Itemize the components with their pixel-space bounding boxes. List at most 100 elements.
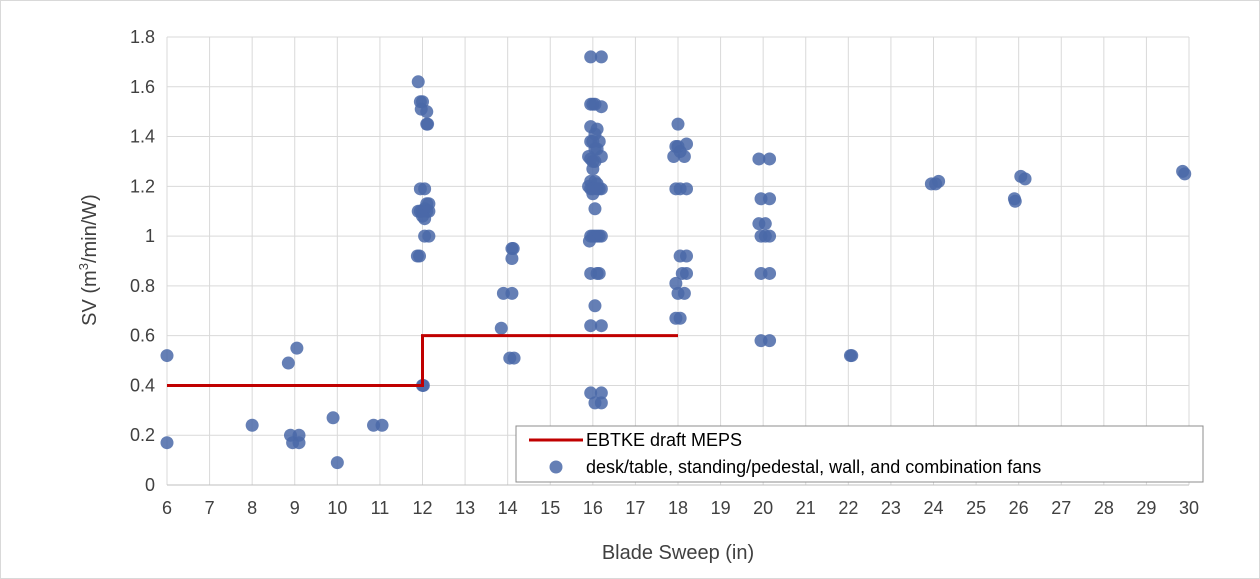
x-axis-title: Blade Sweep (in) xyxy=(602,542,754,564)
data-point xyxy=(281,356,295,370)
data-point xyxy=(594,319,608,333)
y-tick-label: 0.8 xyxy=(130,276,155,296)
y-tick-labels: 0 0.2 0.4 0.6 0.8 1 1.2 1.4 1.6 1.8 xyxy=(130,27,155,495)
data-point xyxy=(582,234,596,248)
data-point xyxy=(584,50,598,64)
x-tick-label: 18 xyxy=(668,498,688,518)
data-point xyxy=(326,411,340,425)
x-tick-label: 23 xyxy=(881,498,901,518)
legend: EBTKE draft MEPS desk/table, standing/pe… xyxy=(515,425,1204,483)
legend-marker-swatch xyxy=(549,460,563,474)
data-point xyxy=(669,276,683,290)
x-tick-label: 19 xyxy=(711,498,731,518)
x-tick-label: 10 xyxy=(327,498,347,518)
x-tick-label: 7 xyxy=(205,498,215,518)
x-tick-label: 12 xyxy=(412,498,432,518)
x-tick-labels: 6 7 8 9 10 11 12 13 14 15 16 17 18 19 20 21 22 23 24 25 26 27… xyxy=(162,498,1199,518)
data-point xyxy=(594,229,608,243)
data-point xyxy=(292,436,306,450)
data-point xyxy=(758,217,772,231)
data-point xyxy=(763,192,777,206)
x-tick-label: 16 xyxy=(583,498,603,518)
y-tick-label: 0.6 xyxy=(130,326,155,346)
y-axis-title: SV (m3/min/W) xyxy=(76,194,101,326)
x-tick-label: 11 xyxy=(371,498,390,518)
data-point xyxy=(584,319,598,333)
data-point xyxy=(667,149,681,163)
data-point xyxy=(588,299,602,313)
x-tick-label: 13 xyxy=(455,498,475,518)
data-point xyxy=(411,75,425,89)
legend-label-meps: EBTKE draft MEPS xyxy=(586,430,742,450)
x-tick-label: 17 xyxy=(625,498,645,518)
y-tick-label: 1.8 xyxy=(130,27,155,47)
x-tick-label: 9 xyxy=(290,498,300,518)
y-tick-label: 1.2 xyxy=(130,176,155,196)
data-point xyxy=(763,334,777,348)
data-point xyxy=(677,149,691,163)
data-point xyxy=(671,117,685,131)
legend-box xyxy=(515,425,1204,483)
x-tick-label: 25 xyxy=(966,498,986,518)
data-point xyxy=(330,456,344,470)
x-tick-label: 22 xyxy=(838,498,858,518)
legend-label-fans: desk/table, standing/pedestal, wall, and… xyxy=(586,457,1041,477)
data-point xyxy=(932,174,946,188)
data-point xyxy=(763,152,777,166)
data-point xyxy=(418,182,432,196)
y-tick-label: 1.4 xyxy=(130,127,155,147)
data-marks xyxy=(160,50,1192,470)
data-point xyxy=(680,182,694,196)
data-point xyxy=(507,351,521,365)
data-point xyxy=(160,349,174,363)
x-tick-label: 15 xyxy=(540,498,560,518)
x-tick-label: 29 xyxy=(1136,498,1156,518)
data-point xyxy=(505,252,519,266)
data-point xyxy=(505,286,519,300)
x-tick-label: 21 xyxy=(796,498,816,518)
axes xyxy=(166,37,1189,486)
data-point xyxy=(680,266,694,280)
data-point xyxy=(586,187,600,201)
data-point xyxy=(586,162,600,176)
x-tick-label: 8 xyxy=(247,498,257,518)
x-tick-label: 20 xyxy=(753,498,773,518)
data-point xyxy=(680,249,694,263)
data-point xyxy=(594,396,608,410)
x-tick-label: 6 xyxy=(162,498,172,518)
data-point xyxy=(1008,194,1022,208)
data-point xyxy=(588,202,602,216)
y-tick-label: 0 xyxy=(145,475,155,495)
data-point xyxy=(584,386,598,400)
data-point xyxy=(594,149,608,163)
data-point xyxy=(1178,167,1192,181)
data-point xyxy=(418,212,432,226)
data-point xyxy=(752,152,766,166)
x-tick-label: 24 xyxy=(923,498,943,518)
data-point xyxy=(594,50,608,64)
data-point xyxy=(677,286,691,300)
data-point xyxy=(763,266,777,280)
data-point xyxy=(494,321,508,335)
data-point xyxy=(421,117,435,131)
y-tick-label: 1.6 xyxy=(130,77,155,97)
data-point xyxy=(592,266,606,280)
data-point xyxy=(506,242,520,256)
y-tick-label: 0.2 xyxy=(130,425,155,445)
data-point xyxy=(1018,172,1032,186)
data-point xyxy=(594,386,608,400)
data-point xyxy=(413,249,427,263)
data-point xyxy=(245,418,259,432)
x-tick-label: 14 xyxy=(498,498,518,518)
x-tick-label: 26 xyxy=(1009,498,1029,518)
data-point xyxy=(375,418,389,432)
data-point xyxy=(763,229,777,243)
data-point xyxy=(422,229,436,243)
data-point xyxy=(673,311,687,325)
y-tick-label: 0.4 xyxy=(130,375,155,395)
data-point xyxy=(420,105,434,119)
data-point xyxy=(160,436,174,450)
x-tick-label: 27 xyxy=(1051,498,1071,518)
data-point xyxy=(290,341,304,355)
